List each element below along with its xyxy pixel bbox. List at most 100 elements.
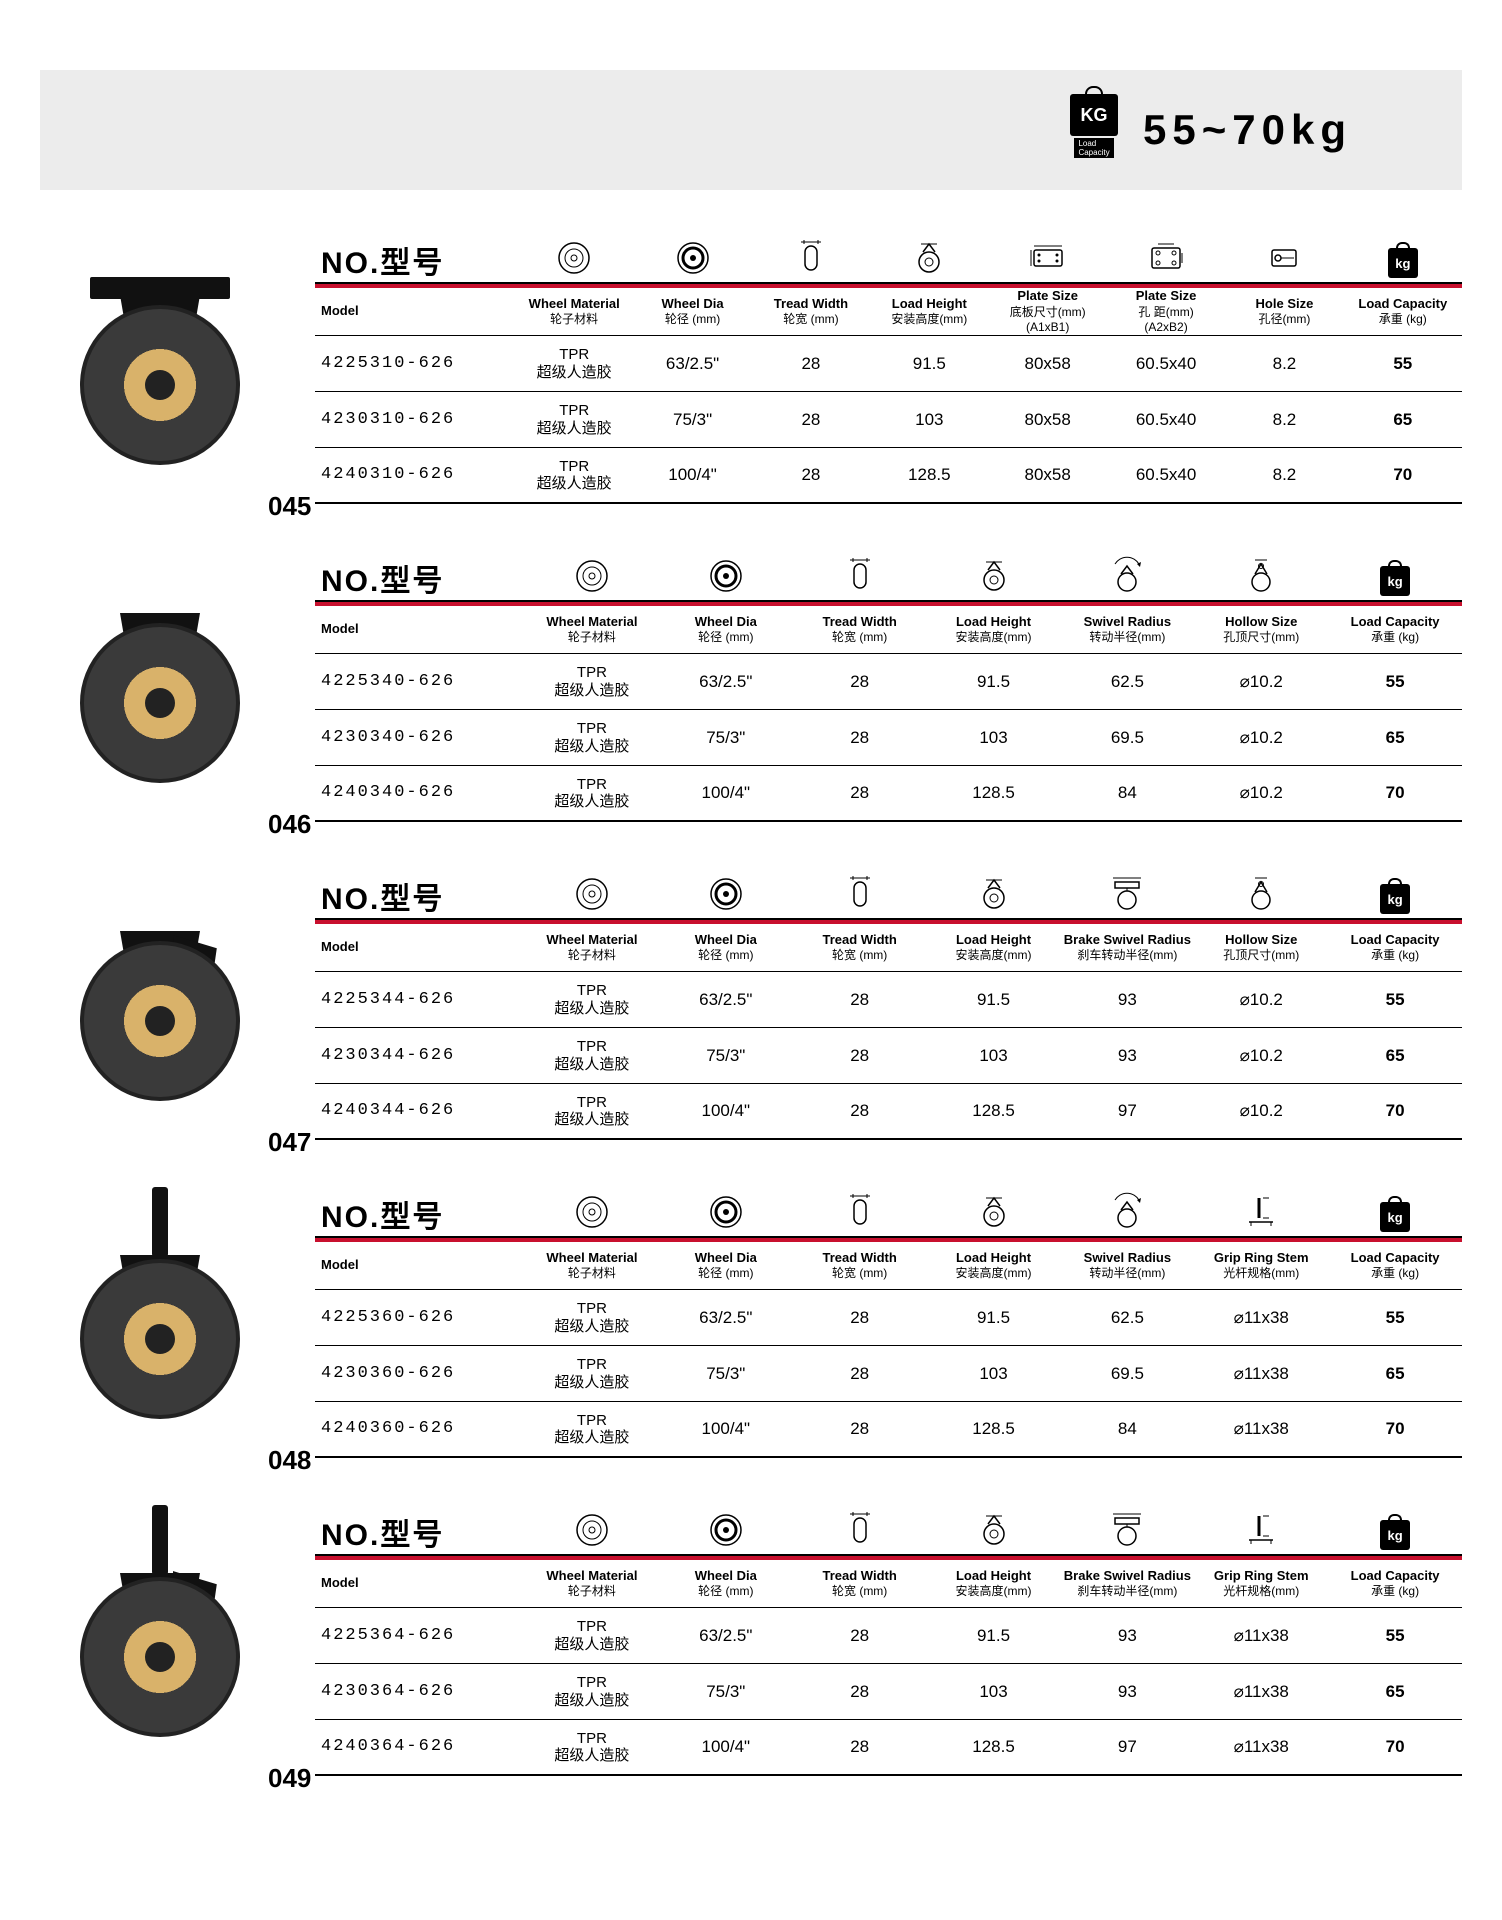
grip-header: Grip Ring Stem光杆规格(mm) xyxy=(1194,1568,1328,1599)
col-b-cell: 60.5x40 xyxy=(1107,464,1225,485)
height-cell: 91.5 xyxy=(927,671,1061,692)
data-row: 4225340-626TPR超级人造胶63/2.5"2891.562.5⌀10.… xyxy=(315,654,1462,710)
kg-badge-text: KG xyxy=(1070,94,1118,136)
data-row: 4225310-626TPR超级人造胶63/2.5"2891.580x5860.… xyxy=(315,336,1462,392)
section-049: 049NO.型号kgModelWheel Material轮子材料Wheel D… xyxy=(40,1502,1462,1790)
plate1-icon xyxy=(989,238,1107,282)
brake_swivel-header: Brake Swivel Radius刹车转动半径(mm) xyxy=(1060,1568,1194,1599)
tread-cell: 28 xyxy=(752,409,870,430)
col-b-cell: ⌀11x38 xyxy=(1194,1307,1328,1328)
capacity-cell: 55 xyxy=(1328,1307,1462,1328)
col-a-cell: 93 xyxy=(1060,1625,1194,1646)
material-header: Wheel Material轮子材料 xyxy=(515,296,633,327)
dia-icon xyxy=(659,1192,793,1236)
no-label: NO.型号 xyxy=(315,874,525,918)
cap-header: Load Capacity承重 (kg) xyxy=(1328,614,1462,645)
data-row: 4240310-626TPR超级人造胶100/4"28128.580x5860.… xyxy=(315,448,1462,504)
height-icon xyxy=(927,1510,1061,1554)
dia-cell: 100/4" xyxy=(659,782,793,803)
dia-cell: 100/4" xyxy=(633,464,751,485)
model-cell: 4240364-626 xyxy=(315,1736,525,1757)
model-cell: 4240340-626 xyxy=(315,782,525,803)
spec-table-049: NO.型号kgModelWheel Material轮子材料Wheel Dia轮… xyxy=(315,1502,1462,1776)
height-cell: 103 xyxy=(870,409,988,430)
data-row: 4225364-626TPR超级人造胶63/2.5"2891.593⌀11x38… xyxy=(315,1608,1462,1664)
section-046: 046NO.型号kgModelWheel Material轮子材料Wheel D… xyxy=(40,548,1462,836)
grip-header: Grip Ring Stem光杆规格(mm) xyxy=(1194,1250,1328,1281)
material-cell: TPR超级人造胶 xyxy=(515,346,633,381)
height-cell: 128.5 xyxy=(927,782,1061,803)
cap-header: Load Capacity承重 (kg) xyxy=(1328,1250,1462,1281)
height-cell: 91.5 xyxy=(927,1307,1061,1328)
dia-icon xyxy=(659,556,793,600)
cap-icon: kg xyxy=(1328,1202,1462,1236)
tread-header: Tread Width轮宽 (mm) xyxy=(793,614,927,645)
material-cell: TPR超级人造胶 xyxy=(515,458,633,493)
model-cell: 4230340-626 xyxy=(315,727,525,748)
tread-cell: 28 xyxy=(752,464,870,485)
height-icon xyxy=(927,1192,1061,1236)
height-icon xyxy=(870,238,988,282)
height-header: Load Height安装高度(mm) xyxy=(927,1568,1061,1599)
dia-cell: 100/4" xyxy=(659,1418,793,1439)
height-header: Load Height安装高度(mm) xyxy=(870,296,988,327)
data-row: 4225360-626TPR超级人造胶63/2.5"2891.562.5⌀11x… xyxy=(315,1290,1462,1346)
tread-header: Tread Width轮宽 (mm) xyxy=(793,932,927,963)
capacity-cell: 55 xyxy=(1328,671,1462,692)
col-c-cell: 8.2 xyxy=(1225,353,1343,374)
tread-header: Tread Width轮宽 (mm) xyxy=(752,296,870,327)
content-area: 045NO.型号kgModelWheel Material轮子材料Wheel D… xyxy=(40,230,1462,1820)
swivel-icon xyxy=(1060,1192,1194,1236)
col-a-cell: 84 xyxy=(1060,782,1194,803)
dia-icon xyxy=(659,1510,793,1554)
height-cell: 91.5 xyxy=(927,1625,1061,1646)
tread-cell: 28 xyxy=(793,1418,927,1439)
tread-cell: 28 xyxy=(793,1363,927,1384)
col-a-cell: 62.5 xyxy=(1060,1307,1194,1328)
col-b-cell: ⌀11x38 xyxy=(1194,1681,1328,1702)
tread-cell: 28 xyxy=(793,989,927,1010)
material-icon xyxy=(525,556,659,600)
tread-cell: 28 xyxy=(793,1681,927,1702)
no-label: NO.型号 xyxy=(315,1510,525,1554)
tread-cell: 28 xyxy=(793,1307,927,1328)
data-row: 4230364-626TPR超级人造胶75/3"2810393⌀11x3865 xyxy=(315,1664,1462,1720)
tread-cell: 28 xyxy=(793,1045,927,1066)
spec-table-048: NO.型号kgModelWheel Material轮子材料Wheel Dia轮… xyxy=(315,1184,1462,1458)
data-row: 4230310-626TPR超级人造胶75/3"2810380x5860.5x4… xyxy=(315,392,1462,448)
swivel-header: Swivel Radius转动半径(mm) xyxy=(1060,1250,1194,1281)
header-row: ModelWheel Material轮子材料Wheel Dia轮径 (mm)T… xyxy=(315,1560,1462,1608)
title-row: NO.型号kg xyxy=(315,230,1462,284)
col-b-cell: ⌀10.2 xyxy=(1194,727,1328,748)
product-image-047 xyxy=(40,866,280,1136)
col-c-cell: 8.2 xyxy=(1225,464,1343,485)
col-b-cell: ⌀10.2 xyxy=(1194,989,1328,1010)
col-b-cell: ⌀10.2 xyxy=(1194,1045,1328,1066)
model-header: Model xyxy=(315,1257,525,1273)
product-image-049 xyxy=(40,1502,280,1772)
dia-cell: 75/3" xyxy=(659,1363,793,1384)
title-row: NO.型号kg xyxy=(315,1502,1462,1556)
no-label: NO.型号 xyxy=(315,238,515,282)
title-row: NO.型号kg xyxy=(315,1184,1462,1238)
product-image-048 xyxy=(40,1184,280,1454)
height-cell: 128.5 xyxy=(927,1418,1061,1439)
height-cell: 128.5 xyxy=(927,1100,1061,1121)
col-c-cell: 8.2 xyxy=(1225,409,1343,430)
capacity-cell: 70 xyxy=(1328,782,1462,803)
dia-header: Wheel Dia轮径 (mm) xyxy=(659,1250,793,1281)
material-cell: TPR超级人造胶 xyxy=(525,720,659,755)
cap-header: Load Capacity承重 (kg) xyxy=(1328,932,1462,963)
model-cell: 4225344-626 xyxy=(315,989,525,1010)
height-cell: 103 xyxy=(927,727,1061,748)
dia-cell: 63/2.5" xyxy=(659,671,793,692)
cap-header: Load Capacity承重 (kg) xyxy=(1328,1568,1462,1599)
height-header: Load Height安装高度(mm) xyxy=(927,1250,1061,1281)
height-cell: 91.5 xyxy=(927,989,1061,1010)
capacity-cell: 55 xyxy=(1328,1625,1462,1646)
section-045: 045NO.型号kgModelWheel Material轮子材料Wheel D… xyxy=(40,230,1462,518)
header-row: ModelWheel Material轮子材料Wheel Dia轮径 (mm)T… xyxy=(315,924,1462,972)
tread-icon xyxy=(793,556,927,600)
tread-cell: 28 xyxy=(793,1736,927,1757)
capacity-cell: 55 xyxy=(1344,353,1462,374)
